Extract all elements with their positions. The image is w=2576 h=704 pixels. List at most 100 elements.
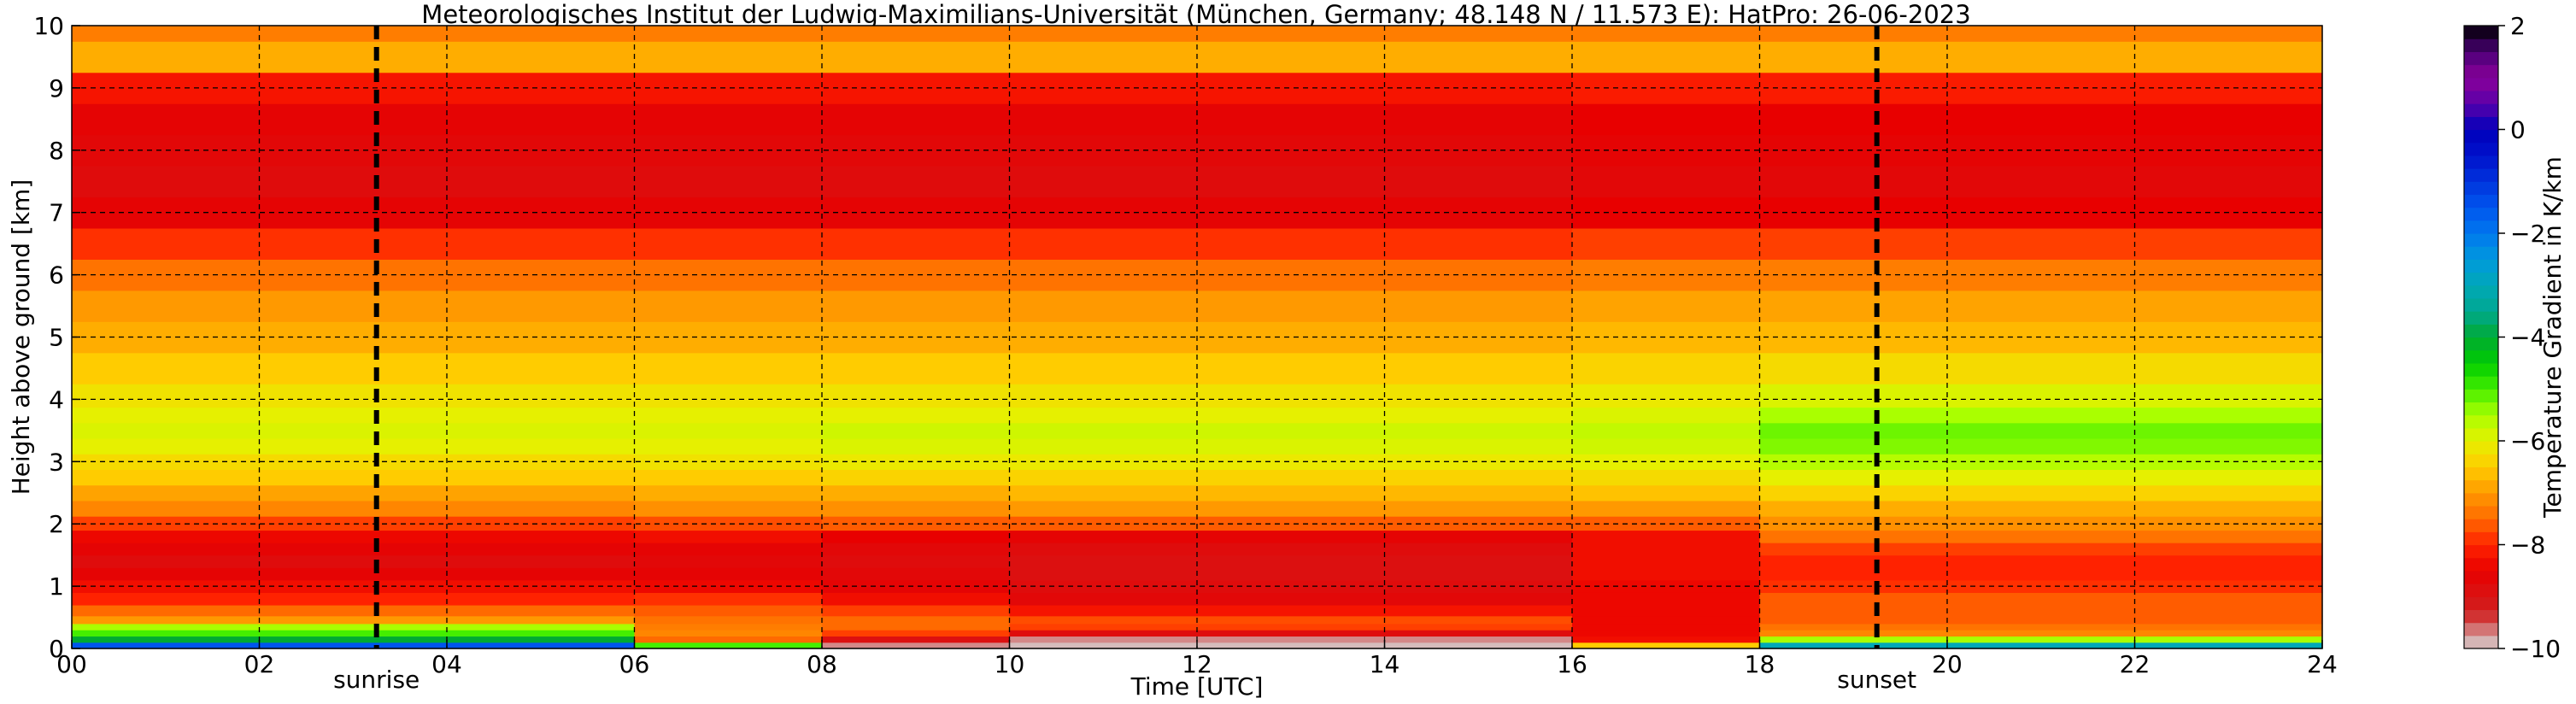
colorbar-segment [2464,155,2498,169]
heatmap-cell [634,290,823,322]
colorbar-segment [2464,181,2498,196]
heatmap-cell [1009,134,1573,167]
heatmap-cell [1759,290,2323,322]
heatmap-cell [634,592,823,606]
heatmap-cell [1759,103,2323,136]
heatmap-cell [634,437,823,455]
colorbar-tick-label: −6 [2510,427,2545,455]
colorbar-segment [2464,272,2498,286]
heatmap-cell [1759,604,2323,617]
heatmap-cell [822,197,1011,229]
colorbar-segment [2464,259,2498,273]
heatmap-cell [1759,469,2323,486]
x-tick-label: 14 [1370,650,1400,678]
colorbar-segment [2464,362,2498,377]
colorbar-segment [2464,635,2498,649]
colorbar-segment [2464,311,2498,325]
heatmap-cell [72,543,636,556]
heatmap-cell [1572,166,1761,198]
heatmap-cell [1009,352,1573,384]
x-tick-label: 20 [1932,650,1963,678]
heatmap-cell [72,484,636,502]
event-lines: sunrise sunset [333,26,1916,694]
heatmap-cell [72,623,636,631]
heatmap-cell [822,604,1011,617]
heatmap-cell [822,579,1011,593]
heatmap-cell [1572,26,1761,42]
heatmap-cell [1572,554,1761,568]
heatmap-cell [1572,384,1761,408]
heatmap-cell [1572,72,1761,104]
heatmap-cell [72,516,636,531]
heatmap-cell [1009,484,1573,502]
heatmap-cell [634,469,823,486]
heatmap-cell [634,72,823,104]
heatmap-cell [1009,623,1573,631]
heatmap-cell [72,604,636,617]
colorbar-segment [2464,531,2498,546]
heatmap-cell [72,407,636,424]
colorbar-segment [2464,51,2498,66]
heatmap-cell [1009,516,1573,531]
heatmap-cell [822,259,1011,291]
colorbar-segment [2464,168,2498,182]
y-axis-label: Height above ground [km] [7,179,35,496]
heatmap-cell [1572,592,1761,606]
heatmap-cell [1572,543,1761,556]
x-tick-label: 02 [244,650,275,678]
heatmap-cell [634,642,823,649]
colorbar-tick-label: 2 [2510,12,2526,40]
heatmap-cell [634,197,823,229]
heatmap-cell [634,500,823,517]
colorbar-segment [2464,194,2498,208]
heatmap-cell [822,26,1011,42]
x-tick-label: 12 [1182,650,1212,678]
colorbar-tick-label: −4 [2510,324,2545,352]
colorbar-segment [2464,427,2498,442]
colorbar-segment [2464,492,2498,507]
heatmap-cell [1572,630,1761,637]
y-tick-label: 5 [49,324,64,352]
y-tick-label: 0 [49,635,64,663]
heatmap-cell [634,103,823,136]
heatmap-cell [1009,615,1573,625]
heatmap-cell [72,437,636,455]
heatmap-cell [72,321,636,354]
heatmap-cell [1759,592,2323,606]
heatmap-cell [1572,290,1761,322]
colorbar-segment [2464,285,2498,299]
heatmap-cell [1572,407,1761,424]
heatmap-cell [1759,166,2323,198]
heatmap-cell [1009,579,1573,593]
heatmap-cell [822,321,1011,354]
event-label-sunset: sunset [1837,666,1916,694]
heatmap-cell [822,166,1011,198]
colorbar-segment [2464,64,2498,79]
heatmap-cell [1572,469,1761,486]
y-tick-label: 9 [49,74,64,103]
colorbar-segment [2464,402,2498,416]
heatmap-cell [72,259,636,291]
heatmap-cell [1009,592,1573,606]
colorbar [2463,25,2499,649]
heatmap-cell [822,134,1011,167]
heatmap-cell [822,454,1011,471]
heatmap-cell [634,422,823,439]
heatmap-cell [72,636,636,643]
heatmap-cell [1009,437,1573,455]
heatmap-cell [1572,623,1761,631]
y-tick-label: 6 [49,261,64,290]
colorbar-segment [2464,246,2498,260]
heatmap-cell [1572,41,1761,73]
heatmap-cell [72,227,636,260]
heatmap-cell [1009,500,1573,517]
heatmap-cell [1572,103,1761,136]
colorbar-segment [2464,337,2498,351]
heatmap-cell [1009,454,1573,471]
colorbar-segment [2464,77,2498,91]
colorbar-segment [2464,596,2498,611]
heatmap-cell [72,197,636,229]
colorbar-segment [2464,26,2498,39]
heatmap-cell [634,134,823,167]
y-tick-label: 3 [49,448,64,476]
